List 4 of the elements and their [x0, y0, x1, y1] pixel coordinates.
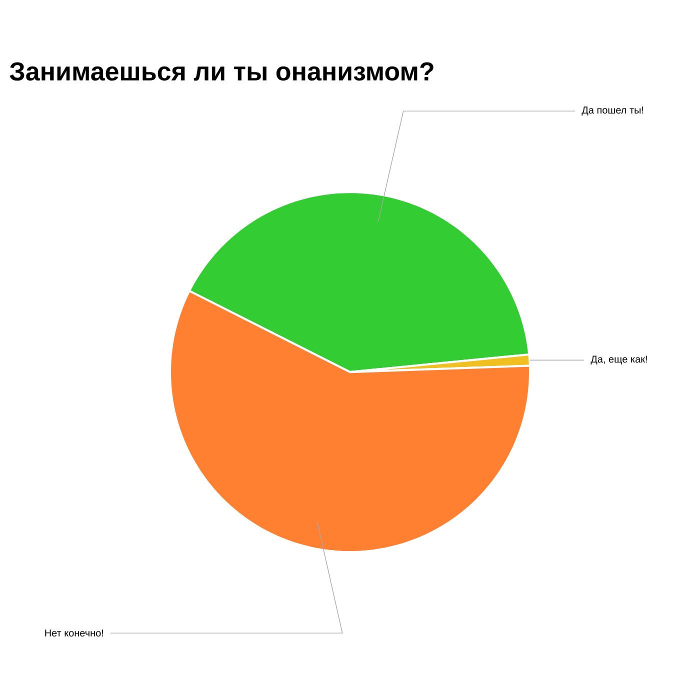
slice-label: Нет конечно!	[45, 630, 104, 637]
slice-label: Да, еще как!	[590, 356, 647, 365]
chart-title: Занимаешься ли ты онанизмом?	[10, 62, 434, 81]
slice-label: Да пошел ты!	[582, 106, 644, 116]
